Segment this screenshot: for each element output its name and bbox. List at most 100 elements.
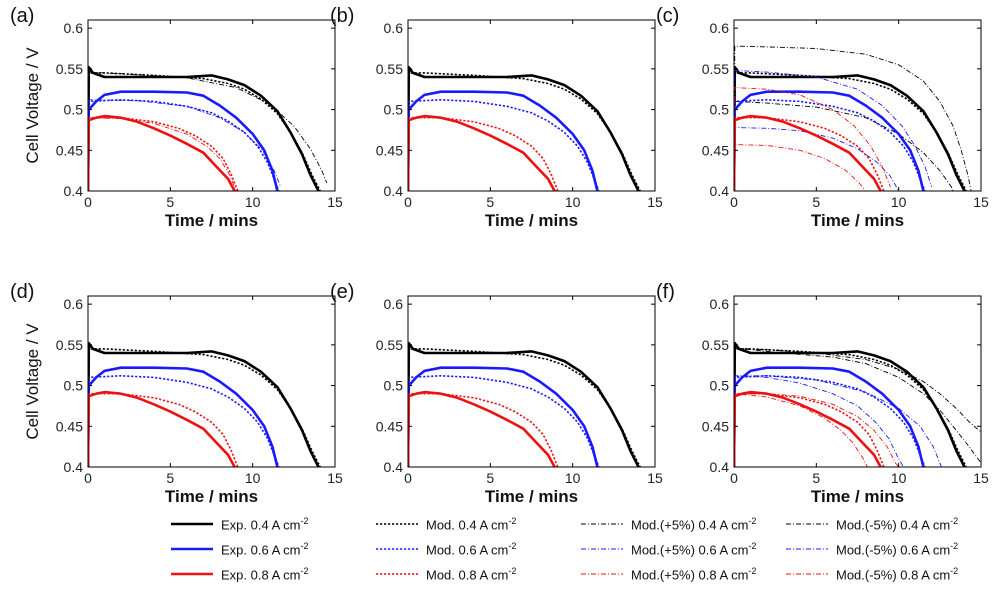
x-tick-label: 15 (327, 194, 343, 210)
chart-panel: 0 5 10 15 0.4 0.45 0.5 0.55 0.6 Time / mins (e) (330, 281, 663, 506)
x-tick-label: 0 (404, 470, 412, 486)
legend-item: Mod. 0.4 A cm-2 (375, 513, 516, 535)
legend-label-exponent: -2 (748, 515, 757, 526)
panel-label: (a) (10, 5, 34, 27)
legend-label: Exp. 0.4 A cm-2 (221, 515, 309, 533)
x-axis-label: Time / mins (485, 487, 578, 506)
y-tick-label: 0.4 (384, 459, 404, 475)
series-line (88, 366, 279, 467)
series-line (734, 347, 981, 467)
series-line (734, 375, 942, 467)
x-tick-label: 0 (730, 194, 738, 210)
chart-panel: 0 5 10 15 0.4 0.45 0.5 0.55 0.6 Time / mins Cell V… (10, 281, 343, 506)
legend-label-exponent: -2 (300, 515, 309, 526)
series-line (734, 45, 972, 191)
legend-item: Exp. 0.4 A cm-2 (170, 513, 309, 535)
legend-item: Mod.(-5%) 0.4 A cm-2 (785, 513, 958, 535)
legend-item: Mod.(+5%) 0.8 A cm-2 (580, 563, 756, 585)
series-line (408, 392, 559, 467)
series-line (734, 347, 981, 467)
legend-item: Mod.(+5%) 0.6 A cm-2 (580, 538, 756, 560)
legend-swatch (786, 573, 828, 575)
legend-item: Mod. 0.8 A cm-2 (375, 563, 516, 585)
series-line (734, 65, 966, 191)
series-line (408, 375, 600, 467)
y-tick-label: 0.4 (384, 183, 404, 199)
x-tick-label: 0 (404, 194, 412, 210)
y-tick-label: 0.45 (376, 142, 403, 158)
series-line (408, 65, 640, 191)
legend-label-exponent: -2 (300, 540, 309, 551)
plot-frame (407, 295, 656, 468)
x-tick-label: 0 (730, 470, 738, 486)
x-tick-label: 10 (565, 470, 581, 486)
legend-swatch (786, 548, 828, 550)
legend-label: Mod. 0.4 A cm-2 (426, 515, 517, 533)
series-line (408, 99, 600, 191)
legend-label-exponent: -2 (508, 565, 517, 576)
series-line (408, 366, 599, 467)
y-tick-label: 0.4 (64, 183, 84, 199)
series-line (408, 90, 599, 191)
legend-label: Mod.(+5%) 0.4 A cm-2 (631, 515, 757, 533)
series-line (88, 341, 320, 467)
legend-swatch (581, 548, 623, 550)
y-tick-label: 0.55 (56, 61, 83, 77)
x-axis-label: Time / mins (811, 211, 904, 230)
legend-swatch (171, 547, 213, 551)
legend-label-exponent: -2 (950, 565, 959, 576)
legend-item: Mod. 0.6 A cm-2 (375, 538, 516, 560)
legend-label: Mod.(-5%) 0.6 A cm-2 (836, 540, 959, 558)
legend-swatch (376, 523, 418, 525)
legend-label-exponent: -2 (508, 515, 517, 526)
legend-item: Exp. 0.8 A cm-2 (170, 563, 309, 585)
panel-label: (d) (10, 281, 34, 303)
series-line (734, 87, 891, 191)
plot-frame (733, 19, 982, 192)
panel-label: (f) (656, 281, 675, 303)
legend-label: Exp. 0.8 A cm-2 (221, 565, 309, 583)
series-line (734, 127, 900, 191)
series-line (88, 71, 328, 191)
y-tick-label: 0.6 (384, 20, 404, 36)
x-tick-label: 5 (166, 470, 174, 486)
legend-swatch (786, 523, 828, 525)
legend-label-exponent: -2 (300, 565, 309, 576)
y-tick-label: 0.4 (64, 459, 84, 475)
x-tick-label: 15 (327, 470, 343, 486)
x-tick-label: 15 (973, 194, 989, 210)
y-tick-label: 0.55 (702, 61, 729, 77)
x-tick-label: 5 (486, 470, 494, 486)
chart-panel: 0 5 10 15 0.4 0.45 0.5 0.55 0.6 Time / mins (c) (656, 5, 989, 230)
plot-frame (87, 295, 336, 468)
legend-swatch (171, 522, 213, 526)
legend-label-exponent: -2 (748, 565, 757, 576)
legend-label: Mod. 0.8 A cm-2 (426, 565, 517, 583)
legend-label: Exp. 0.6 A cm-2 (221, 540, 309, 558)
y-tick-label: 0.45 (702, 142, 729, 158)
series-line (734, 70, 933, 191)
legend-label: Mod.(+5%) 0.6 A cm-2 (631, 540, 757, 558)
series-line (88, 116, 239, 191)
legend-label-exponent: -2 (508, 540, 517, 551)
x-tick-label: 10 (565, 194, 581, 210)
legend-item: Exp. 0.6 A cm-2 (170, 538, 309, 560)
y-tick-label: 0.4 (710, 459, 730, 475)
series-line (408, 348, 641, 467)
legend-swatch (376, 573, 418, 575)
legend-label-exponent: -2 (950, 540, 959, 551)
plot-frame (407, 19, 656, 192)
series-line (734, 375, 904, 467)
chart-panel: 0 5 10 15 0.4 0.45 0.5 0.55 0.6 Time / mins Cell V… (10, 5, 343, 230)
y-tick-label: 0.5 (64, 102, 84, 118)
series-line (408, 116, 559, 191)
legend-label: Mod.(+5%) 0.8 A cm-2 (631, 565, 757, 583)
x-tick-label: 5 (486, 194, 494, 210)
series-line (88, 390, 236, 467)
x-tick-label: 10 (891, 194, 907, 210)
x-tick-label: 10 (891, 470, 907, 486)
chart-panel: 0 5 10 15 0.4 0.45 0.5 0.55 0.6 Time / mins (b) (330, 5, 663, 230)
series-line (88, 65, 320, 191)
x-tick-label: 5 (812, 470, 820, 486)
